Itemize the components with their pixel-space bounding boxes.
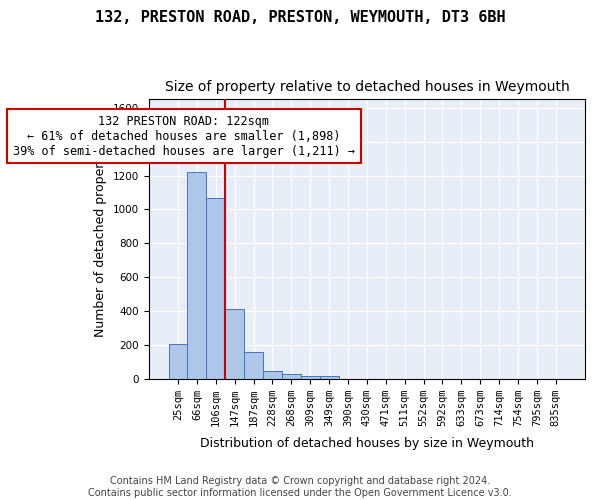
Bar bbox=[320, 376, 338, 378]
Text: Contains HM Land Registry data © Crown copyright and database right 2024.
Contai: Contains HM Land Registry data © Crown c… bbox=[88, 476, 512, 498]
Text: 132, PRESTON ROAD, PRESTON, WEYMOUTH, DT3 6BH: 132, PRESTON ROAD, PRESTON, WEYMOUTH, DT… bbox=[95, 10, 505, 25]
Text: 132 PRESTON ROAD: 122sqm
← 61% of detached houses are smaller (1,898)
39% of sem: 132 PRESTON ROAD: 122sqm ← 61% of detach… bbox=[13, 114, 355, 158]
Y-axis label: Number of detached properties: Number of detached properties bbox=[94, 140, 107, 338]
Bar bbox=[169, 344, 187, 378]
Bar bbox=[206, 198, 225, 378]
X-axis label: Distribution of detached houses by size in Weymouth: Distribution of detached houses by size … bbox=[200, 437, 534, 450]
Bar bbox=[301, 376, 320, 378]
Bar bbox=[225, 310, 244, 378]
Bar bbox=[187, 172, 206, 378]
Bar bbox=[244, 352, 263, 378]
Title: Size of property relative to detached houses in Weymouth: Size of property relative to detached ho… bbox=[164, 80, 569, 94]
Bar bbox=[263, 370, 282, 378]
Bar bbox=[282, 374, 301, 378]
